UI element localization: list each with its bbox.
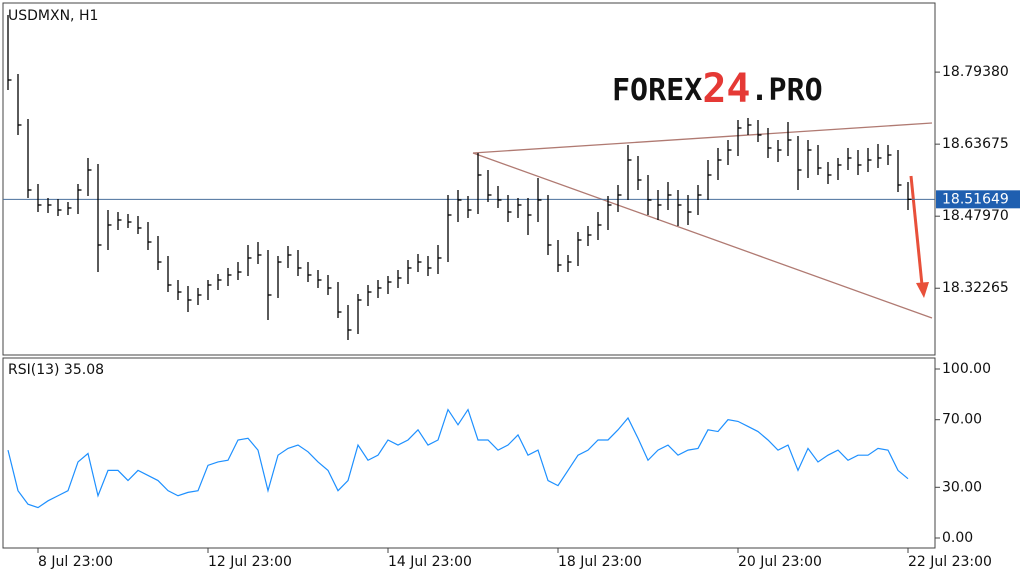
y-tick-label: 18.47970	[942, 208, 1009, 224]
chart-title: USDMXN, H1	[8, 8, 98, 24]
arrow-head	[916, 282, 929, 298]
trend-line	[472, 152, 933, 319]
logo-accent: 24	[702, 66, 750, 112]
rsi-title: RSI(13) 35.08	[8, 362, 104, 378]
last-price-box	[936, 190, 1020, 209]
rsi-line	[7, 408, 909, 509]
x-tick-label: 18 Jul 23:00	[558, 554, 642, 570]
x-tick-label: 20 Jul 23:00	[738, 554, 822, 570]
price-pane	[2, 2, 936, 356]
rsi-y-tick-label: 0.00	[942, 530, 973, 546]
arrow	[909, 175, 924, 286]
y-tick-label: 18.79380	[942, 64, 1009, 80]
x-tick-label: 12 Jul 23:00	[208, 554, 292, 570]
last-price-label: 18.51649	[942, 191, 1009, 207]
x-tick-label: 8 Jul 23:00	[38, 554, 113, 570]
x-tick-label: 22 Jul 23:00	[908, 554, 992, 570]
y-tick-label: 18.32265	[942, 280, 1009, 296]
x-tick-label: 14 Jul 23:00	[388, 554, 472, 570]
logo: FOREX24.PRO	[612, 66, 823, 112]
rsi-y-tick-label: 30.00	[942, 479, 982, 495]
trend-line	[472, 122, 933, 154]
logo-right: .PRO	[750, 73, 822, 108]
rsi-pane	[2, 357, 936, 549]
y-tick-label: 18.63675	[942, 136, 1009, 152]
logo-left: FOREX	[612, 73, 702, 108]
rsi-y-tick-label: 70.00	[942, 412, 982, 428]
rsi-y-tick-label: 100.00	[942, 361, 991, 377]
